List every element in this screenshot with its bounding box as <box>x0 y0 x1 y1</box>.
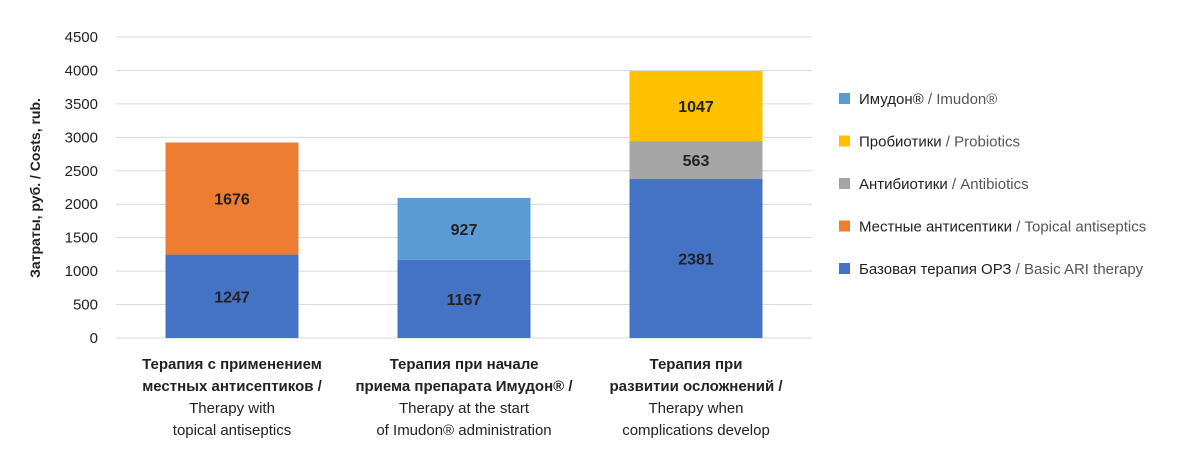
legend-swatch <box>839 220 850 232</box>
data-label: 1676 <box>214 192 250 209</box>
bar-segment <box>629 141 763 179</box>
bar-segment <box>397 259 531 338</box>
y-tick-label: 3500 <box>65 96 98 113</box>
bar-segment <box>629 178 763 338</box>
legend-name-en: Topical antiseptics <box>1025 219 1147 236</box>
legend-name-en: Basic ARI therapy <box>1024 261 1144 278</box>
legend-item: Местные антисептики / Topical antiseptic… <box>859 219 1146 236</box>
legend-name-en: Probiotics <box>954 134 1020 151</box>
data-label: 1247 <box>214 289 250 306</box>
y-tick-label: 500 <box>73 297 98 314</box>
category-label-line: Терапия при начале <box>390 356 539 373</box>
legend-item: Базовая терапия ОРЗ / Basic ARI therapy <box>859 261 1144 278</box>
legend-item: Пробиотики / Probiotics <box>859 134 1020 151</box>
data-label: 1167 <box>447 292 482 309</box>
category-label-line: of Imudon® administration <box>376 422 551 439</box>
legend-swatch <box>839 178 850 189</box>
legend-name-ru: Местные антисептики <box>859 219 1012 236</box>
legend-name-en: Imudon® <box>936 91 997 108</box>
y-tick-label: 4000 <box>65 62 98 79</box>
data-labels: 1247 1676 1167 927 2381 563 1047 <box>214 99 714 309</box>
category-label-line: приема препарата Имудон® / <box>355 378 573 395</box>
category-label-line: Терапия при <box>650 356 743 373</box>
data-label: 927 <box>451 222 478 239</box>
y-axis-label: Затраты, руб. / Costs, rub. <box>27 98 43 278</box>
data-label: 2381 <box>678 251 714 268</box>
legend-swatch <box>839 135 850 147</box>
y-tick-label: 4500 <box>65 29 98 46</box>
category-label-line: Therapy with <box>189 400 275 417</box>
bar-segment <box>165 254 299 338</box>
category-label-line: topical antiseptics <box>173 422 291 439</box>
bar-segment <box>397 197 531 260</box>
y-axis-ticks: 0 500 1000 1500 2000 2500 3000 3500 4000 4500 <box>65 29 98 347</box>
y-tick-label: 1000 <box>65 263 98 280</box>
category-label-line: Терапия с применением <box>142 356 322 373</box>
y-tick-label: 1500 <box>65 230 98 247</box>
category-label-line: Therapy when <box>648 400 743 417</box>
legend-item: Имудон® / Imudon® <box>859 91 997 108</box>
legend-swatch <box>839 263 850 274</box>
legend-name-ru: Антибиотики <box>859 176 948 193</box>
bars <box>165 71 763 338</box>
category-label-line: развитии осложнений / <box>609 378 783 395</box>
y-tick-label: 0 <box>90 330 98 347</box>
legend-name-ru: Базовая терапия ОРЗ <box>859 261 1011 278</box>
bar-segment <box>629 71 763 142</box>
legend-name-en: Antibiotics <box>960 176 1028 193</box>
y-tick-label: 3000 <box>65 129 98 146</box>
legend-name-ru: Пробиотики <box>859 134 942 151</box>
legend-item: Антибиотики / Antibiotics <box>859 176 1029 193</box>
category-labels: Терапия с применением местных антисептико… <box>142 356 783 439</box>
y-tick-label: 2500 <box>65 163 98 180</box>
legend-swatch <box>839 93 850 104</box>
category-label-line: местных антисептиков / <box>142 378 322 395</box>
category-label-line: complications develop <box>622 422 770 439</box>
y-tick-label: 2000 <box>65 196 98 213</box>
legend: Имудон® / Imudon® Пробиотики / Probiotics… <box>839 91 1146 278</box>
bar-segment <box>165 142 299 255</box>
data-label: 563 <box>683 153 710 170</box>
legend-name-ru: Имудон® <box>859 91 924 108</box>
category-label-line: Therapy at the start <box>399 400 530 417</box>
data-label: 1047 <box>678 99 714 116</box>
